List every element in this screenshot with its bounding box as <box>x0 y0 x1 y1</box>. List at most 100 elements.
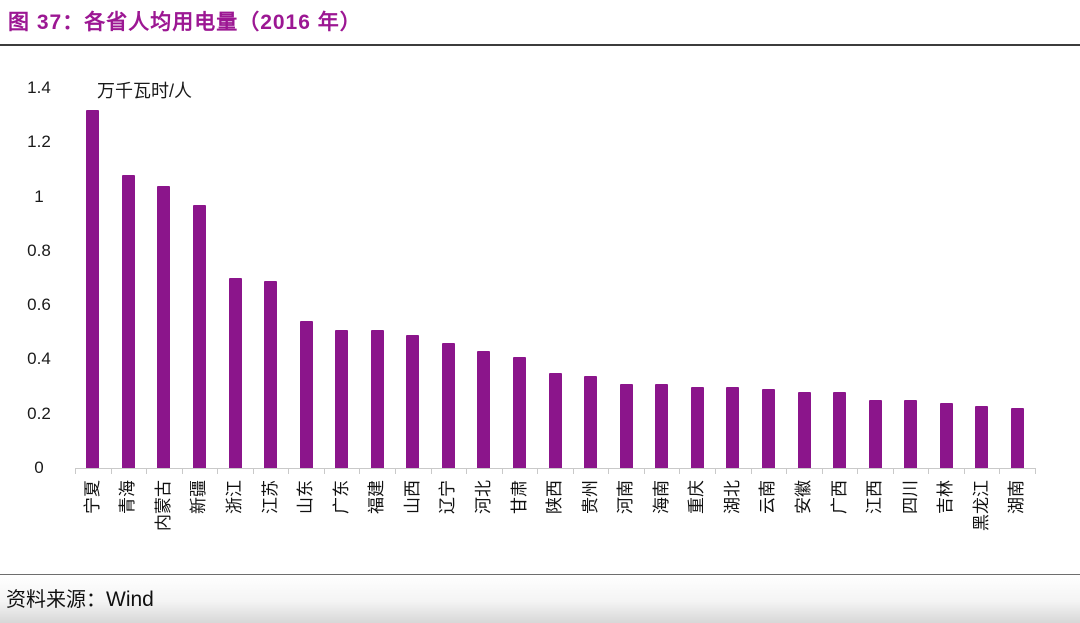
x-category-label-text: 青海 <box>118 480 138 514</box>
bar <box>690 386 704 468</box>
bar-cell <box>111 88 147 468</box>
axis-tick <box>963 469 965 474</box>
bar-cell <box>217 88 253 468</box>
y-tick-label: 0.6 <box>27 295 51 315</box>
x-category-label-text: 新疆 <box>189 480 209 514</box>
bar <box>335 329 349 468</box>
x-category-label: 海南 <box>644 478 680 574</box>
axis-tick <box>217 469 219 474</box>
x-category-label: 山东 <box>288 478 324 574</box>
x-category-label-text: 山西 <box>402 480 422 514</box>
bar-cell <box>537 88 573 468</box>
axis-tick <box>501 469 503 474</box>
x-axis-baseline <box>75 468 1036 469</box>
bar-cell <box>288 88 324 468</box>
x-category-label: 湖北 <box>715 478 751 574</box>
x-category-label-text: 吉林 <box>936 480 956 514</box>
bar-cell <box>395 88 431 468</box>
x-category-label-text: 广西 <box>829 480 849 514</box>
bar-cell <box>324 88 360 468</box>
bar-cell <box>608 88 644 468</box>
y-axis: 0 0.2 0.4 0.6 0.8 1 1.2 1.4 <box>10 0 68 480</box>
axis-tick <box>288 469 290 474</box>
bar-cell <box>786 88 822 468</box>
bar-cell <box>502 88 538 468</box>
bar-cell <box>253 88 289 468</box>
x-axis-ticks <box>75 469 1036 474</box>
bar <box>904 400 918 468</box>
axis-tick <box>572 469 574 474</box>
x-category-label: 浙江 <box>217 478 253 574</box>
axis-tick <box>323 469 325 474</box>
bar-cell <box>466 88 502 468</box>
bar <box>868 400 882 468</box>
axis-tick <box>857 469 859 474</box>
y-tick-label: 0 <box>34 458 44 477</box>
x-category-label: 贵州 <box>573 478 609 574</box>
x-category-label-text: 湖南 <box>1007 480 1027 514</box>
y-tick-label: 1.2 <box>27 132 51 152</box>
axis-tick <box>750 469 752 474</box>
axis-tick <box>928 469 930 474</box>
axis-tick <box>679 469 681 474</box>
bar-cell <box>1000 88 1036 468</box>
x-category-label-text: 重庆 <box>687 480 707 514</box>
bar <box>299 321 313 468</box>
bar <box>797 392 811 468</box>
x-category-label: 湖南 <box>1000 478 1036 574</box>
y-tick-label: 0.2 <box>27 403 51 423</box>
x-category-label-text: 河北 <box>473 480 493 514</box>
axis-tick <box>643 469 645 474</box>
bar <box>86 109 100 468</box>
x-category-label-text: 江苏 <box>260 480 280 514</box>
bar-cell <box>182 88 218 468</box>
bar <box>477 351 491 468</box>
bar <box>121 174 135 468</box>
x-category-label: 四川 <box>893 478 929 574</box>
x-category-label-text: 甘肃 <box>509 480 529 514</box>
bar <box>726 386 740 468</box>
x-category-label: 吉林 <box>929 478 965 574</box>
figure-title: 图 37：各省人均用电量（2016 年） <box>8 11 362 34</box>
x-category-label-text: 河南 <box>616 480 636 514</box>
source-line: 资料来源：Wind <box>6 583 154 612</box>
bar <box>192 204 206 468</box>
x-category-label: 江苏 <box>253 478 289 574</box>
x-category-label-text: 四川 <box>900 480 920 514</box>
x-category-label-text: 福建 <box>367 480 387 514</box>
bar <box>939 402 953 468</box>
x-category-label: 江西 <box>857 478 893 574</box>
axis-tick <box>430 469 432 474</box>
y-tick-label: 0.8 <box>27 240 51 260</box>
x-category-label: 广西 <box>822 478 858 574</box>
x-category-label-text: 山东 <box>296 480 316 514</box>
axis-tick <box>786 469 788 474</box>
axis-tick <box>359 469 361 474</box>
x-category-label-text: 湖北 <box>722 480 742 514</box>
x-category-label: 安徽 <box>786 478 822 574</box>
bar-cell <box>680 88 716 468</box>
axis-tick <box>466 469 468 474</box>
title-divider-line <box>0 44 1080 46</box>
axis-tick <box>146 469 148 474</box>
x-category-label-text: 浙江 <box>225 480 245 514</box>
x-category-label-text: 安徽 <box>794 480 814 514</box>
x-category-label: 甘肃 <box>502 478 538 574</box>
x-category-label: 福建 <box>360 478 396 574</box>
x-category-label: 重庆 <box>680 478 716 574</box>
x-axis-labels: 宁夏 青海 内蒙古 新疆 浙江 江苏 山东 广东 福建 山西 辽宁 河北 甘肃 陕西 贵州 河南 海南 重庆 湖北云… <box>75 478 1035 574</box>
y-tick-label: 0.4 <box>27 349 51 369</box>
bar-cell <box>857 88 893 468</box>
bar <box>975 405 989 468</box>
axis-tick <box>537 469 539 474</box>
axis-tick <box>110 469 112 474</box>
bar <box>1010 408 1024 468</box>
x-category-label: 宁夏 <box>75 478 111 574</box>
x-category-label-text: 海南 <box>651 480 671 514</box>
axis-tick <box>999 469 1001 474</box>
x-category-label: 云南 <box>751 478 787 574</box>
y-tick-label: 1.4 <box>27 78 51 97</box>
x-category-label-text: 内蒙古 <box>153 480 173 531</box>
axis-tick <box>75 469 76 474</box>
